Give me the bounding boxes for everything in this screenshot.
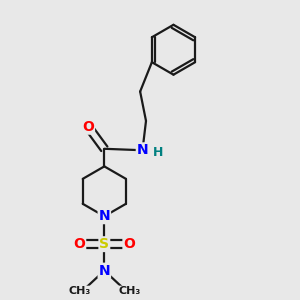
Text: N: N	[137, 143, 148, 157]
Text: CH₃: CH₃	[118, 286, 140, 296]
Text: O: O	[74, 237, 85, 251]
Text: O: O	[82, 120, 94, 134]
Text: S: S	[99, 237, 109, 251]
Text: O: O	[123, 237, 135, 251]
Text: H: H	[153, 146, 163, 159]
Text: CH₃: CH₃	[68, 286, 91, 296]
Text: N: N	[98, 264, 110, 278]
Text: N: N	[98, 209, 110, 223]
